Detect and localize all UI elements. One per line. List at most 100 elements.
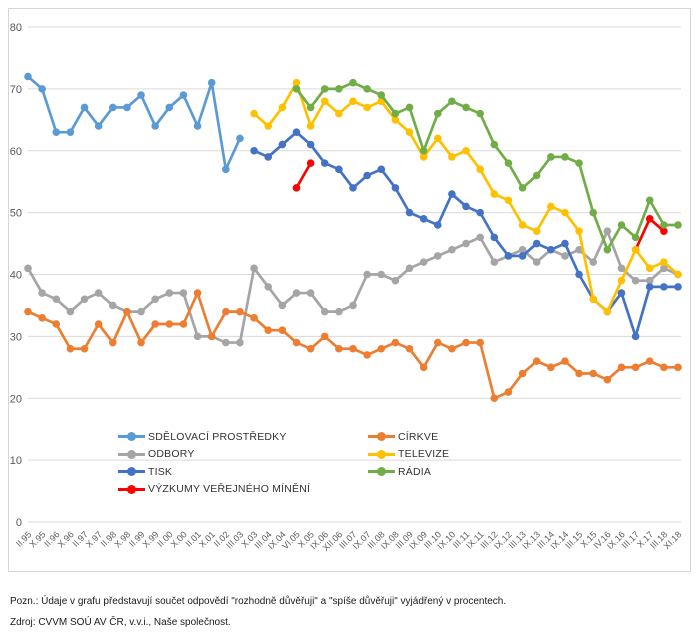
data-point (561, 357, 569, 365)
data-point (561, 208, 569, 217)
legend-marker-dot-icon (127, 449, 136, 459)
data-point (419, 146, 428, 155)
data-point (193, 332, 202, 341)
data-point (306, 122, 315, 130)
data-point (151, 295, 159, 304)
data-point (490, 258, 499, 266)
data-point (448, 245, 456, 254)
series-c-rkve (24, 289, 682, 403)
data-point (462, 338, 470, 347)
data-point (250, 314, 258, 322)
data-point (222, 165, 230, 174)
data-point (250, 146, 258, 155)
data-point (335, 165, 343, 174)
data-point (518, 252, 527, 260)
data-point (532, 171, 541, 180)
data-point (320, 332, 329, 341)
data-point (603, 375, 612, 384)
footnote-text: Pozn.: Údaje v grafu představují součet … (10, 596, 507, 607)
data-point (306, 289, 315, 297)
data-point (660, 258, 668, 266)
data-point (575, 227, 583, 235)
data-point (617, 289, 626, 297)
data-point (504, 388, 513, 396)
data-point (645, 264, 654, 273)
data-point (236, 307, 244, 316)
data-point (575, 159, 583, 167)
legend-label: TELEVIZE (398, 448, 450, 461)
data-point (603, 307, 612, 316)
legend-marker-icon (368, 449, 395, 459)
data-point (292, 289, 301, 297)
data-point (674, 221, 682, 229)
data-point (137, 307, 145, 316)
legend-marker-icon (368, 467, 395, 477)
legend-item: CÍRKVE (368, 428, 588, 446)
x-axis-labels: II.95X.95II.96X.96II.97X.97II.98X.98II.9… (14, 529, 683, 553)
data-point (391, 116, 400, 124)
data-point (320, 307, 329, 316)
data-point (490, 140, 499, 149)
data-point (476, 208, 484, 217)
data-point (561, 153, 569, 161)
data-point (419, 215, 428, 223)
data-point (631, 363, 640, 372)
legend-item: RÁDIA (368, 463, 588, 481)
data-point (631, 276, 640, 285)
data-point (123, 103, 131, 112)
data-point (137, 338, 145, 347)
data-point (518, 369, 527, 378)
data-point (335, 344, 343, 353)
data-point (179, 289, 188, 297)
data-point (660, 283, 668, 291)
data-point (589, 369, 598, 378)
data-point (306, 103, 315, 112)
data-point (405, 103, 414, 112)
data-point (165, 289, 174, 297)
legend-marker-icon (118, 449, 145, 459)
data-point (391, 184, 400, 192)
data-point (222, 307, 230, 316)
legend-item: TELEVIZE (368, 446, 588, 464)
data-point (349, 301, 357, 310)
data-point (108, 301, 117, 310)
data-point (306, 140, 315, 149)
data-point (108, 338, 117, 347)
legend-marker-icon (368, 432, 395, 442)
data-point (433, 252, 442, 260)
legend-label: ODBORY (148, 448, 195, 461)
data-point (179, 320, 188, 328)
data-point (52, 295, 61, 304)
data-point (335, 109, 343, 118)
legend-label: VÝZKUMY VEŘEJNÉHO MÍNĚNÍ (148, 483, 311, 496)
data-point (335, 85, 343, 93)
data-point (561, 239, 569, 248)
data-point (490, 190, 499, 198)
data-point (617, 264, 626, 273)
data-point (306, 344, 315, 353)
data-point (236, 134, 244, 143)
data-point (589, 208, 598, 217)
data-point (504, 252, 513, 260)
data-point (94, 320, 103, 328)
data-point (278, 140, 287, 149)
data-point (645, 357, 654, 365)
data-point (589, 258, 598, 266)
data-point (547, 245, 555, 254)
data-point (137, 91, 145, 99)
data-point (674, 363, 682, 372)
data-point (518, 221, 527, 229)
y-tick-label: 0 (16, 517, 22, 529)
data-point (250, 264, 258, 273)
data-point (292, 184, 301, 192)
data-point (617, 363, 626, 372)
data-point (38, 289, 46, 297)
y-tick-label: 80 (10, 22, 22, 34)
data-point (278, 326, 287, 334)
series-v-zkumy-ve-ejn-ho-m-n-n- (292, 159, 668, 254)
series-televize (250, 78, 682, 316)
legend-label: RÁDIA (398, 465, 432, 478)
data-point (547, 153, 555, 161)
data-point (363, 85, 371, 93)
data-point (94, 289, 103, 297)
